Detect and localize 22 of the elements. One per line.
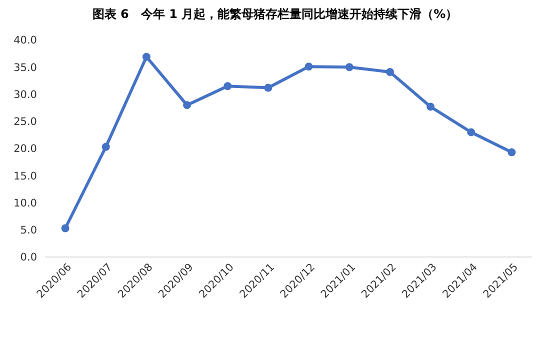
point <box>183 101 192 110</box>
y-tick-label: 40.0 <box>14 34 37 47</box>
y-tick-label: 20.0 <box>14 143 37 156</box>
point <box>264 84 272 92</box>
y-tick-label: 25.0 <box>14 116 37 128</box>
y-tick-label: 5.0 <box>20 224 37 237</box>
y-tick-label: 10.0 <box>14 197 37 210</box>
chart-title: 图表 6 今年 1 月起，能繁母猪存栏量同比增速开始持续下滑（%） <box>92 7 458 21</box>
y-tick-label: 15.0 <box>14 170 37 182</box>
point <box>467 128 476 136</box>
point <box>224 82 232 90</box>
y-tick-label: 0.0 <box>20 252 37 264</box>
point <box>386 68 394 76</box>
point <box>61 224 70 232</box>
point <box>142 52 150 61</box>
y-tick-label: 35.0 <box>14 62 37 74</box>
point <box>102 142 110 151</box>
y-tick-label: 30.0 <box>14 88 37 101</box>
point <box>426 102 435 111</box>
point <box>345 63 354 72</box>
point <box>508 148 516 156</box>
point <box>304 62 313 71</box>
